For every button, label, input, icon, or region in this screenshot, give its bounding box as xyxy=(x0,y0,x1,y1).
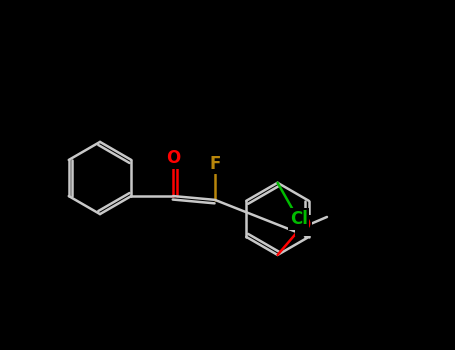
Text: O: O xyxy=(296,216,310,235)
Text: F: F xyxy=(209,155,221,173)
Text: Cl: Cl xyxy=(290,210,308,228)
Text: O: O xyxy=(166,149,180,167)
